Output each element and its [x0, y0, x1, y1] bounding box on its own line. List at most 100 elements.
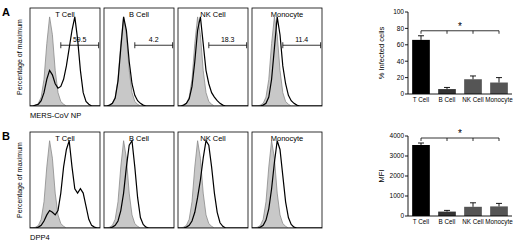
y-tick [405, 28, 408, 29]
error-bar [470, 76, 476, 79]
chart-5: B T Cell Percentage of maximum DPP4 [2, 130, 100, 242]
y-tick-label: 60 [397, 41, 405, 48]
y-tick-label: 0 [400, 212, 404, 219]
panel-title: NK Cell [200, 10, 226, 19]
control-histogram [252, 17, 322, 106]
chart-4: T CellB CellNK CellMonocyte020406080100%… [377, 8, 513, 104]
frame [30, 132, 100, 228]
chart-6: B Cell [104, 132, 174, 228]
y-tick [405, 176, 408, 177]
plot-area [412, 36, 508, 94]
bar [412, 145, 430, 216]
y-tick [405, 44, 408, 45]
category-label: B Cell [439, 218, 456, 225]
panel-title: T Cell [55, 134, 75, 143]
significance-label: * [458, 21, 462, 32]
control-histogram [178, 141, 248, 228]
chart-9: T Cell B Cell NK CellMonocyte 0 1000 2000 3000… [377, 128, 513, 226]
significance-label: * [458, 128, 462, 139]
y-tick [405, 77, 408, 78]
plot-area [252, 17, 322, 106]
figure: A T Cell 59.5 Percentage of maximum MERS-CoV… [0, 0, 520, 249]
y-label: Percentage of maximum [16, 19, 24, 95]
bar [464, 207, 482, 216]
panel-title: B Cell [129, 134, 149, 143]
error-bar [418, 36, 424, 40]
plot-area [178, 141, 248, 228]
y-tick [405, 136, 408, 137]
stain-histogram [178, 141, 248, 228]
panel-title: Monocyte [271, 134, 304, 143]
bar [438, 212, 456, 216]
gate-value: 18.3 [221, 36, 235, 43]
panel-label: B [2, 130, 10, 142]
gate-value: 11.4 [295, 36, 308, 43]
y-tick [405, 61, 408, 62]
category-label: T Cell [413, 96, 429, 103]
plot-area [104, 141, 174, 228]
category-label: B Cell [439, 96, 456, 103]
plot-area [30, 17, 100, 106]
control-histogram [30, 17, 100, 106]
y-tick [405, 12, 408, 13]
error-bar [418, 143, 424, 145]
bar [490, 83, 508, 94]
axes [408, 136, 512, 216]
y-label: Percentage of maximum [16, 142, 24, 218]
stain-histogram [30, 141, 100, 228]
error-bar [496, 78, 502, 83]
control-histogram [104, 141, 174, 228]
error-bar [444, 210, 450, 211]
plot-area [412, 143, 508, 216]
bar [412, 40, 430, 94]
chart-0: AT Cell59.5Percentage of maximumMERS-CoV… [2, 6, 100, 120]
y-tick-label: 4000 [390, 132, 405, 139]
frame [252, 132, 322, 228]
panel-title: B Cell [129, 10, 149, 19]
y-tick-label: 3000 [390, 152, 405, 159]
chart-2: NK Cell 18.3 [178, 8, 248, 106]
y-label: % Infected cells [377, 26, 386, 79]
control-histogram [30, 141, 100, 228]
error-bar [496, 203, 502, 206]
bar [438, 89, 456, 94]
category-label: NK Cell [462, 218, 483, 225]
frame [104, 8, 174, 106]
gate-value: 59.5 [73, 36, 87, 43]
y-tick [405, 156, 408, 157]
y-tick-label: 1000 [390, 192, 405, 199]
frame [252, 8, 322, 106]
error-bar [444, 87, 450, 89]
y-tick [405, 196, 408, 197]
control-histogram [252, 141, 322, 228]
bar [490, 206, 508, 216]
y-tick-label: 20 [397, 74, 405, 81]
x-label: DPP4 [30, 233, 50, 242]
chart-3: Monocyte 11.4 [252, 8, 322, 106]
plot-area [30, 141, 100, 228]
y-tick-label: 2000 [390, 172, 405, 179]
y-label: MFI [377, 170, 386, 183]
control-histogram [104, 17, 174, 106]
category-label: Monocyte [485, 96, 513, 104]
chart-7: NK Cell [178, 132, 248, 228]
frame [30, 8, 100, 106]
gate-value: 4.2 [149, 36, 159, 43]
plot-area [252, 141, 322, 228]
chart-8: Monocyte [252, 132, 322, 228]
category-label: T Cell [413, 218, 429, 225]
panel-label: A [2, 6, 10, 18]
category-label: Monocyte [485, 218, 513, 226]
y-tick-label: 100 [393, 8, 404, 15]
stain-histogram [178, 17, 248, 106]
error-bar [470, 203, 476, 207]
y-tick-label: 40 [397, 58, 405, 65]
y-tick-label: 0 [400, 90, 404, 97]
y-tick [405, 94, 408, 95]
axes [408, 12, 512, 94]
plot-area [178, 17, 248, 106]
chart-1: B Cell 4.2 [104, 8, 174, 106]
x-label: MERS-CoV NP [30, 111, 81, 120]
frame [178, 132, 248, 228]
panel-title: Monocyte [271, 10, 304, 19]
